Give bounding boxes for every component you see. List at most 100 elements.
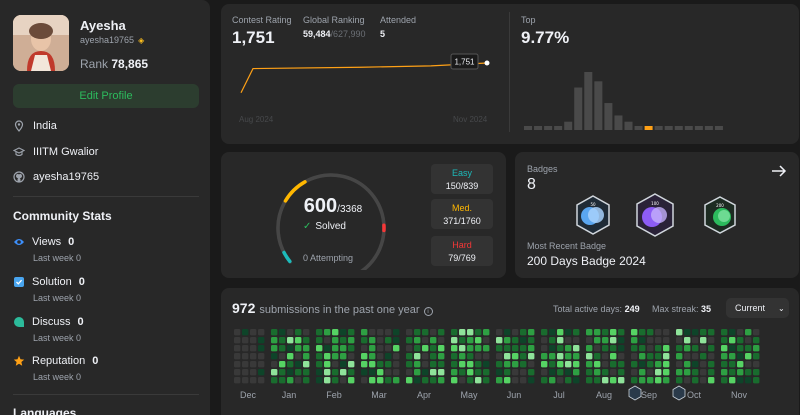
histogram-bar bbox=[684, 126, 693, 130]
badge-100-days-icon[interactable]: 100 bbox=[633, 192, 677, 238]
heatmap-cell bbox=[700, 345, 707, 352]
heatmap-cell bbox=[324, 353, 331, 360]
edit-profile-button[interactable]: Edit Profile bbox=[13, 84, 199, 108]
heatmap-cell bbox=[271, 361, 278, 368]
profile-rank: Rank 78,865 bbox=[80, 57, 149, 71]
heatmap-cell bbox=[655, 345, 662, 352]
heatmap-cell bbox=[573, 329, 580, 336]
heatmap-cell bbox=[721, 377, 728, 384]
heatmap-cell bbox=[549, 361, 556, 368]
easy-box[interactable]: Easy 150/839 bbox=[431, 164, 493, 194]
heatmap-cell bbox=[250, 345, 257, 352]
heatmap-cell bbox=[647, 345, 654, 352]
year-select[interactable]: Current ⌄ bbox=[726, 298, 789, 318]
heatmap-cell bbox=[467, 345, 474, 352]
arrow-right-icon[interactable] bbox=[771, 164, 787, 178]
info-icon[interactable]: i bbox=[423, 307, 433, 316]
badges-card: Badges 8 50 100 200 Most Recent Badge 20… bbox=[515, 152, 799, 278]
heatmap-cell bbox=[385, 353, 392, 360]
heatmap-cell bbox=[422, 329, 429, 336]
rating-history-chart[interactable]: 1,751 bbox=[221, 4, 511, 144]
heatmap-cell bbox=[753, 329, 760, 336]
heatmap-cell bbox=[721, 369, 728, 376]
badge-marker-icon bbox=[628, 385, 642, 401]
heatmap-cell bbox=[684, 369, 691, 376]
heatmap-cell bbox=[618, 345, 625, 352]
github-row[interactable]: ayesha19765 bbox=[13, 171, 99, 183]
heatmap-cell bbox=[242, 353, 249, 360]
heatmap-cell bbox=[475, 369, 482, 376]
heatmap-cell bbox=[369, 337, 376, 344]
month-label: Oct bbox=[687, 390, 702, 400]
heatmap-cell bbox=[708, 329, 715, 336]
github-icon bbox=[13, 171, 25, 183]
heatmap-cell bbox=[504, 377, 511, 384]
heatmap-cell bbox=[618, 353, 625, 360]
histogram-bar bbox=[544, 126, 553, 130]
location-pin-icon bbox=[14, 120, 24, 132]
rating-distribution-histogram[interactable] bbox=[521, 64, 761, 130]
heatmap-cell bbox=[753, 345, 760, 352]
divider bbox=[509, 12, 510, 132]
heatmap-cell bbox=[316, 345, 323, 352]
heatmap-cell bbox=[393, 345, 400, 352]
heatmap-cell bbox=[541, 329, 548, 336]
heatmap-cell bbox=[348, 353, 355, 360]
heatmap-cell bbox=[438, 369, 445, 376]
month-label: Apr bbox=[417, 390, 431, 400]
heatmap-cell bbox=[393, 353, 400, 360]
heatmap-cell bbox=[279, 353, 286, 360]
graduation-cap-icon bbox=[13, 147, 25, 157]
heatmap-cell bbox=[496, 353, 503, 360]
heatmap-cell bbox=[377, 337, 384, 344]
heatmap-cell bbox=[753, 337, 760, 344]
heatmap-cell bbox=[708, 345, 715, 352]
solution-last-week: Last week 0 bbox=[33, 293, 82, 303]
heatmap-cell bbox=[316, 353, 323, 360]
heatmap-cell bbox=[602, 353, 609, 360]
heatmap-cell bbox=[541, 361, 548, 368]
heatmap-cell bbox=[676, 369, 683, 376]
heatmap-cell bbox=[369, 353, 376, 360]
heatmap-cell bbox=[745, 377, 752, 384]
heatmap-cell bbox=[467, 377, 474, 384]
heatmap-cell bbox=[271, 353, 278, 360]
heatmap-cell bbox=[557, 353, 564, 360]
attempting-count: 0 Attempting bbox=[303, 253, 354, 263]
histogram-bar bbox=[564, 121, 573, 130]
heatmap-cell bbox=[475, 361, 482, 368]
medium-box[interactable]: Med. 371/1760 bbox=[431, 199, 493, 229]
heatmap-cell bbox=[348, 345, 355, 352]
heatmap-cell bbox=[406, 361, 413, 368]
heatmap-cell bbox=[520, 377, 527, 384]
eye-icon bbox=[14, 239, 24, 245]
heatmap-cell bbox=[512, 353, 519, 360]
submission-heatmap[interactable]: Dec Jan Feb Mar Apr May Jun Jul Aug Sep Oct Nov bbox=[221, 324, 799, 415]
heatmap-cell bbox=[504, 329, 511, 336]
heatmap-cell bbox=[467, 353, 474, 360]
avatar[interactable] bbox=[13, 15, 69, 71]
badge-50-days-icon[interactable]: 50 bbox=[573, 194, 613, 236]
heatmap-cell bbox=[684, 345, 691, 352]
badge-200-days-icon[interactable]: 200 bbox=[701, 195, 739, 235]
heatmap-cell bbox=[348, 361, 355, 368]
heatmap-cell bbox=[340, 337, 347, 344]
heatmap-cell bbox=[258, 329, 265, 336]
hard-box[interactable]: Hard 79/769 bbox=[431, 236, 493, 266]
svg-text:200: 200 bbox=[716, 203, 724, 208]
heatmap-cell bbox=[557, 329, 564, 336]
heatmap-cell bbox=[459, 337, 466, 344]
heatmap-cell bbox=[258, 337, 265, 344]
heatmap-cell bbox=[406, 329, 413, 336]
heatmap-cell bbox=[676, 329, 683, 336]
heatmap-cell bbox=[250, 337, 257, 344]
heatmap-cell bbox=[234, 337, 241, 344]
heatmap-cell bbox=[700, 329, 707, 336]
heatmap-cell bbox=[676, 345, 683, 352]
month-label: May bbox=[460, 390, 478, 400]
heatmap-cell bbox=[393, 369, 400, 376]
heatmap-cell bbox=[324, 345, 331, 352]
solved-progress-ring[interactable] bbox=[273, 170, 389, 270]
heatmap-cell bbox=[618, 369, 625, 376]
submissions-count: 972 bbox=[232, 300, 256, 316]
